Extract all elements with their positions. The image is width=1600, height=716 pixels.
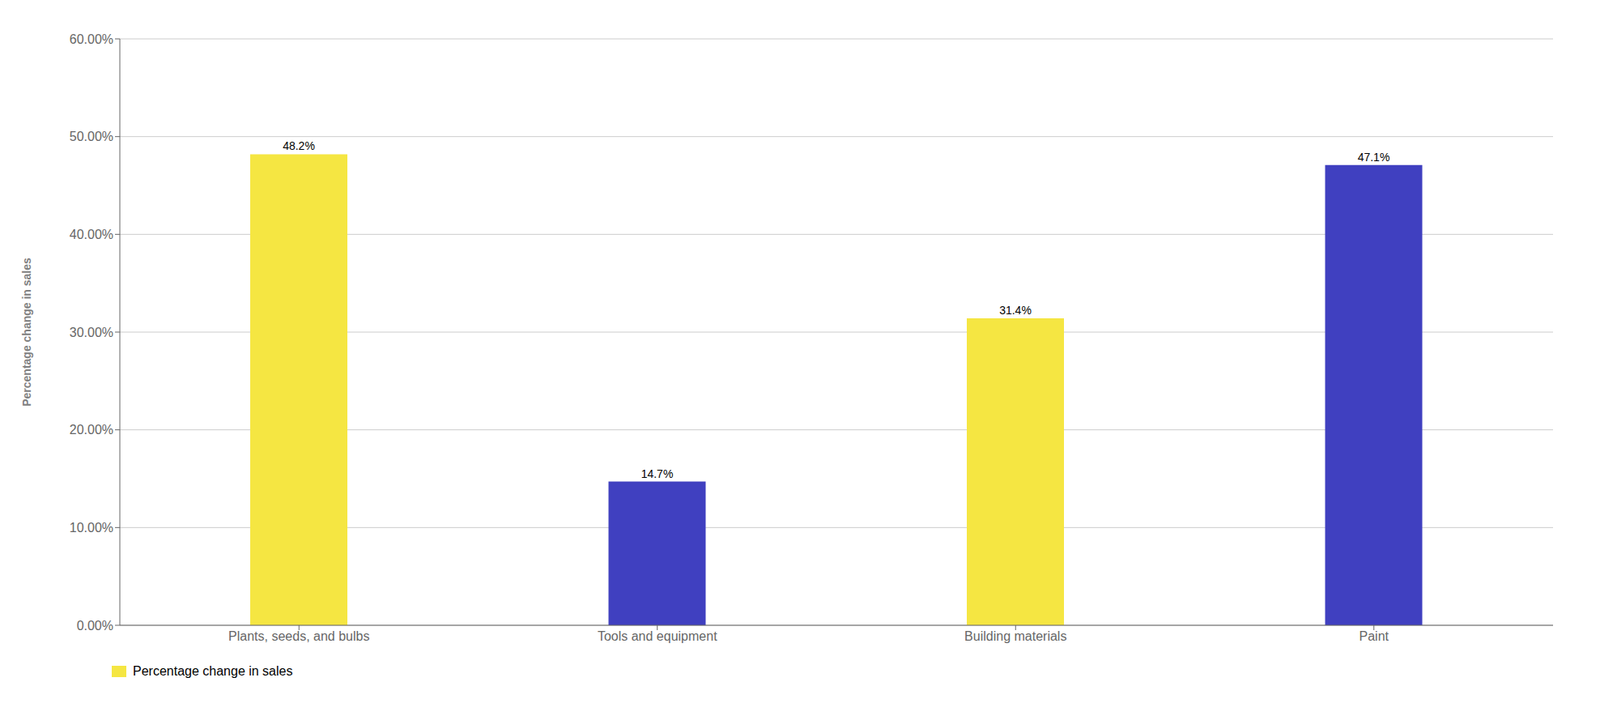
svg-text:31.4%: 31.4% — [999, 303, 1032, 317]
svg-text:20.00%: 20.00% — [69, 422, 114, 437]
svg-text:Paint: Paint — [1359, 629, 1390, 643]
svg-text:Building materials: Building materials — [964, 629, 1067, 643]
svg-text:40.00%: 40.00% — [69, 227, 114, 242]
svg-text:30.00%: 30.00% — [69, 325, 114, 340]
svg-text:47.1%: 47.1% — [1357, 150, 1391, 164]
svg-text:50.00%: 50.00% — [69, 129, 114, 144]
svg-text:60.00%: 60.00% — [69, 32, 114, 47]
svg-text:Plants, seeds, and bulbs: Plants, seeds, and bulbs — [228, 629, 370, 643]
svg-text:Percentage change in sales: Percentage change in sales — [20, 257, 34, 407]
svg-text:10.00%: 10.00% — [69, 520, 114, 535]
svg-text:14.7%: 14.7% — [641, 467, 674, 481]
svg-text:48.2%: 48.2% — [282, 139, 315, 153]
html-text:Percentage change in sales: Percentage change in sales — [132, 663, 293, 678]
svg-text:0.00%: 0.00% — [76, 618, 114, 633]
svg-text:Tools and equipment: Tools and equipment — [597, 629, 718, 643]
